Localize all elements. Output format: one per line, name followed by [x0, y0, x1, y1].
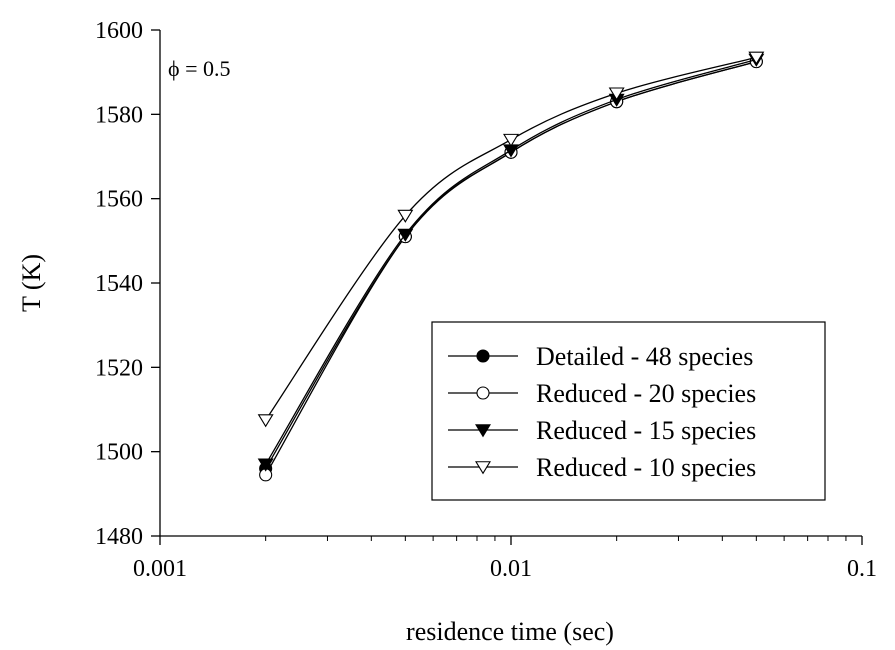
x-tick-label: 0.1 [847, 556, 877, 582]
legend-marker [475, 461, 491, 475]
data-point [748, 51, 765, 65]
legend-item: Reduced - 10 species [448, 453, 756, 482]
y-tick-label: 1560 [95, 187, 143, 213]
y-tick-label: 1600 [95, 18, 143, 44]
x-axis-title: residence time (sec) [406, 617, 614, 646]
legend-label: Reduced - 15 species [536, 416, 756, 445]
legend: Detailed - 48 species Reduced - 20 specie… [431, 321, 826, 501]
legend-item: Detailed - 48 species [448, 342, 753, 371]
data-point [257, 414, 274, 428]
data-point [608, 87, 625, 101]
legend-label: Reduced - 20 species [536, 379, 756, 408]
series-line [265, 61, 757, 476]
legend-box [431, 321, 826, 501]
legend-label: Detailed - 48 species [536, 342, 753, 371]
data-point [397, 209, 414, 223]
legend-marker [475, 424, 491, 438]
series-line [265, 58, 757, 465]
y-tick-label: 1580 [95, 102, 143, 128]
series-layer [257, 51, 765, 482]
y-tick-label: 1500 [95, 440, 143, 466]
y-axis-title: T (K) [17, 254, 46, 312]
x-tick-label: 0.001 [133, 556, 187, 582]
legend-marker [476, 386, 490, 400]
y-tick-label: 1520 [95, 355, 143, 381]
series-line [265, 56, 757, 421]
y-tick-label: 1540 [95, 271, 143, 297]
phi-annotation: ϕ = 0.5 [168, 56, 231, 81]
data-point [503, 133, 519, 147]
x-axis-ticks: 0.001 0.01 0.1 [133, 536, 877, 582]
x-tick-label: 0.01 [490, 556, 532, 582]
series-4 [257, 51, 765, 428]
legend-item: Reduced - 20 species [448, 379, 756, 408]
legend-marker [476, 349, 490, 363]
y-tick-label: 1480 [95, 524, 143, 550]
y-axis-ticks: 1480 1500 1520 1540 1560 1580 1600 [95, 18, 160, 550]
data-point [397, 228, 414, 242]
data-point [257, 458, 274, 472]
legend-label: Reduced - 10 species [536, 453, 756, 482]
legend-item: Reduced - 15 species [448, 416, 756, 445]
